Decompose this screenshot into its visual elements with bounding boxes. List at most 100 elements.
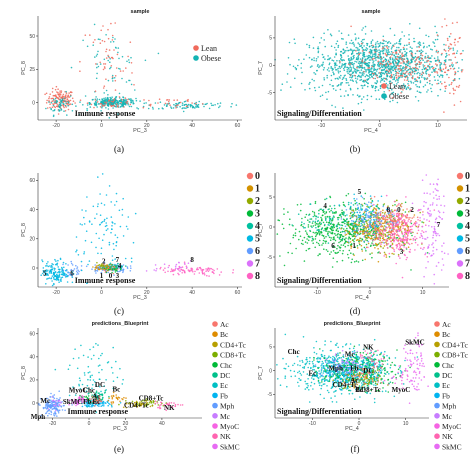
point-cluster-2 [459, 100, 462, 103]
point-cluster-2 [117, 104, 120, 106]
point-cluster-0 [300, 203, 302, 206]
point-cluster-3 [389, 214, 391, 216]
point-cluster-0 [417, 42, 420, 44]
cluster-label: 3 [116, 272, 120, 280]
point-cluster-0 [332, 88, 335, 90]
point-cluster-8 [309, 221, 311, 223]
point-cluster-0 [397, 63, 399, 65]
x-tick-label: -10 [314, 290, 321, 296]
point-cluster-6 [127, 104, 129, 106]
point-cluster-0 [374, 50, 376, 52]
point-cluster-1 [76, 271, 79, 274]
point-cluster-0 [287, 251, 290, 254]
point-cluster-1 [403, 58, 405, 60]
point-cluster-1 [382, 227, 385, 229]
panel-label: (c) [114, 306, 124, 316]
point-cluster-0 [315, 58, 318, 60]
point-cluster-5 [110, 65, 113, 67]
cluster-label: 7 [437, 221, 441, 229]
point-cluster-1 [382, 60, 384, 63]
point-cluster-1 [409, 63, 411, 65]
point-cluster-0 [367, 82, 370, 85]
point-cluster-0 [441, 74, 443, 76]
point-cluster-1 [65, 90, 67, 93]
point-cluster-2 [453, 52, 455, 55]
point-cluster-4 [375, 213, 378, 216]
point-cluster-2 [115, 96, 118, 98]
point-cluster-6 [385, 194, 388, 197]
point-cluster-6 [423, 246, 425, 249]
point-cluster-0 [294, 234, 297, 237]
point-cluster-0 [294, 42, 296, 45]
point-cluster-3 [407, 216, 409, 219]
point-cluster-2 [444, 50, 447, 52]
point-cluster-6 [184, 100, 187, 103]
point-cluster-9 [207, 270, 210, 273]
point-cluster-8 [103, 266, 105, 269]
point-cluster-0 [344, 222, 346, 225]
point-cluster-5 [94, 39, 96, 41]
point-cluster-0 [332, 60, 335, 62]
point-cluster-4 [125, 99, 127, 102]
legend-swatch [456, 185, 464, 192]
point-cluster-4 [126, 60, 128, 63]
point-cluster-0 [407, 64, 409, 66]
point-cluster-0 [349, 87, 352, 90]
point-cluster-6 [385, 243, 388, 246]
point-cluster-2 [444, 67, 447, 70]
point-cluster-0 [340, 54, 343, 57]
point-cluster-0 [322, 221, 325, 224]
point-cluster-1 [428, 80, 431, 82]
point-cluster-2 [85, 265, 88, 268]
point-cluster-0 [366, 94, 369, 97]
point-cluster-0 [320, 37, 323, 39]
point-cluster-10 [163, 263, 166, 266]
point-cluster-8 [105, 222, 107, 224]
point-cluster-0 [311, 65, 313, 67]
point-cluster-8 [316, 229, 318, 231]
point-cluster-0 [436, 38, 439, 41]
point-cluster-0 [396, 101, 399, 104]
point-cluster-8 [351, 230, 354, 233]
point-cluster-0 [45, 269, 47, 272]
point-cluster-0 [347, 81, 349, 84]
point-cluster-7 [422, 248, 424, 251]
point-cluster-0 [338, 241, 340, 244]
point-cluster-0 [71, 281, 74, 284]
point-cluster-1 [360, 42, 363, 45]
point-cluster-9 [159, 267, 161, 270]
point-cluster-0 [389, 42, 392, 44]
point-cluster-6 [219, 105, 221, 107]
point-cluster-0 [331, 59, 334, 61]
point-cluster-4 [86, 45, 89, 48]
x-tick-label: -10 [318, 123, 325, 129]
point-cluster-0 [407, 62, 410, 65]
point-cluster-5 [104, 67, 106, 69]
point-cluster-4 [375, 215, 377, 218]
point-cluster-1 [371, 252, 373, 254]
point-cluster-6 [387, 243, 390, 245]
point-cluster-0 [359, 58, 362, 60]
point-cluster-1 [372, 208, 375, 211]
point-cluster-0 [360, 60, 362, 63]
point-cluster-0 [279, 255, 281, 257]
point-cluster-0 [308, 56, 311, 59]
point-cluster-4 [351, 211, 353, 213]
point-cluster-0 [340, 83, 342, 85]
point-cluster-5 [111, 271, 113, 274]
point-cluster-2 [452, 68, 455, 70]
point-cluster-8 [301, 221, 303, 223]
point-cluster-0 [344, 240, 347, 243]
point-cluster-1 [402, 46, 405, 49]
point-cluster-6 [179, 105, 181, 108]
point-cluster-0 [66, 281, 69, 283]
point-cluster-0 [385, 40, 387, 43]
point-cluster-1 [426, 60, 429, 62]
point-cluster-2 [447, 39, 449, 42]
point-cluster-6 [389, 234, 392, 236]
point-cluster-1 [397, 72, 400, 75]
point-cluster-8 [95, 246, 97, 249]
point-cluster-0 [400, 72, 403, 75]
point-cluster-0 [357, 87, 359, 90]
point-cluster-6 [382, 239, 384, 242]
